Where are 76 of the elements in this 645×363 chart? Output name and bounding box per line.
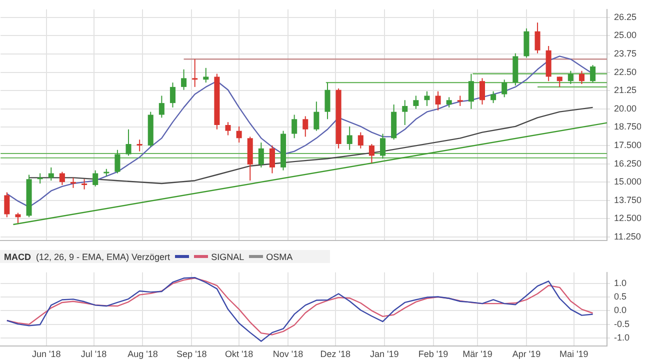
y-tick-label: 1.0 (614, 278, 627, 288)
y-tick-label: 26.25 (614, 12, 637, 22)
y-tick-label: 0.5 (614, 291, 627, 302)
x-tick-label: Jul '18 (80, 349, 107, 360)
candlestick (225, 122, 231, 136)
y-tick-label: 23.75 (614, 48, 637, 59)
y-tick-label: 18.750 (614, 122, 642, 132)
candlestick (346, 126, 352, 150)
candlestick (114, 149, 120, 174)
candlestick (181, 68, 187, 90)
candlestick (446, 96, 452, 108)
candlestick (126, 128, 132, 156)
candlestick (413, 95, 419, 110)
candlestick (368, 144, 374, 164)
x-tick-label: Okt '18 (224, 349, 254, 360)
y-tick-label: 17.500 (614, 140, 642, 150)
candlestick (170, 82, 176, 108)
candlestick (457, 95, 463, 106)
candlestick (324, 82, 330, 120)
candlestick (590, 64, 596, 84)
y-tick-label: 0.0 (614, 305, 627, 316)
candlestick (92, 170, 98, 187)
candlestick (82, 178, 88, 190)
candlestick (158, 95, 164, 118)
candlestick (258, 142, 264, 168)
candlestick (556, 76, 562, 88)
candlestick (534, 22, 540, 54)
candlestick (479, 78, 486, 106)
candlestick (48, 166, 54, 182)
x-tick-label: Nov '18 (272, 349, 304, 360)
x-tick-label: Aug '18 (128, 349, 158, 360)
x-tick-label: Mai '19 (559, 349, 588, 360)
candlestick (136, 139, 142, 152)
candlestick (578, 70, 584, 85)
x-tick-label: Mär '19 (462, 349, 492, 360)
y-tick-label: 11.250 (614, 231, 641, 242)
candlestick (358, 132, 364, 149)
y-tick-label: 12.500 (614, 213, 642, 224)
y-tick-label: 16.250 (614, 158, 642, 168)
x-tick-label: Apr '19 (512, 349, 541, 360)
candlestick (568, 70, 574, 85)
candlestick (203, 67, 209, 84)
candlestick (59, 171, 65, 186)
y-tick-label: 15.000 (614, 176, 642, 187)
x-tick-label: Jun '18 (32, 349, 61, 360)
candlestick (468, 73, 474, 110)
candlestick (314, 101, 320, 132)
y-tick-label: 13.750 (614, 194, 642, 205)
chart-title: MACD (4, 252, 31, 262)
candlestick (435, 90, 441, 111)
candlestick (424, 90, 430, 106)
candlestick (402, 100, 408, 126)
candlestick (4, 192, 10, 218)
chart-subtitle: (12, 26, 9 - EMA, EMA) Verzögert (36, 252, 170, 262)
y-tick-label: -0.5 (614, 318, 630, 329)
candlestick (380, 133, 386, 160)
y-tick-label: 22.50 (614, 66, 637, 77)
candlestick (70, 177, 76, 188)
candlestick (292, 114, 298, 139)
y-tick-label: -1.0 (614, 332, 630, 342)
x-tick-label: Sep '18 (176, 349, 207, 360)
candlestick (269, 144, 275, 174)
candlestick (37, 172, 43, 184)
candlestick (236, 126, 242, 144)
y-tick-label: 21.25 (614, 85, 637, 96)
x-tick-label: Feb '19 (418, 349, 448, 360)
candlestick (192, 58, 198, 88)
candlestick (302, 116, 308, 138)
x-tick-label: Dez '18 (320, 349, 350, 360)
candlestick (502, 79, 508, 98)
legend-label: OSMA (266, 252, 293, 262)
legend-label: SIGNAL (211, 252, 244, 262)
y-tick-label: 25.00 (614, 30, 637, 40)
x-tick-label: Jan '19 (370, 349, 399, 360)
candlestick (490, 90, 496, 104)
y-tick-label: 20.00 (614, 103, 637, 114)
